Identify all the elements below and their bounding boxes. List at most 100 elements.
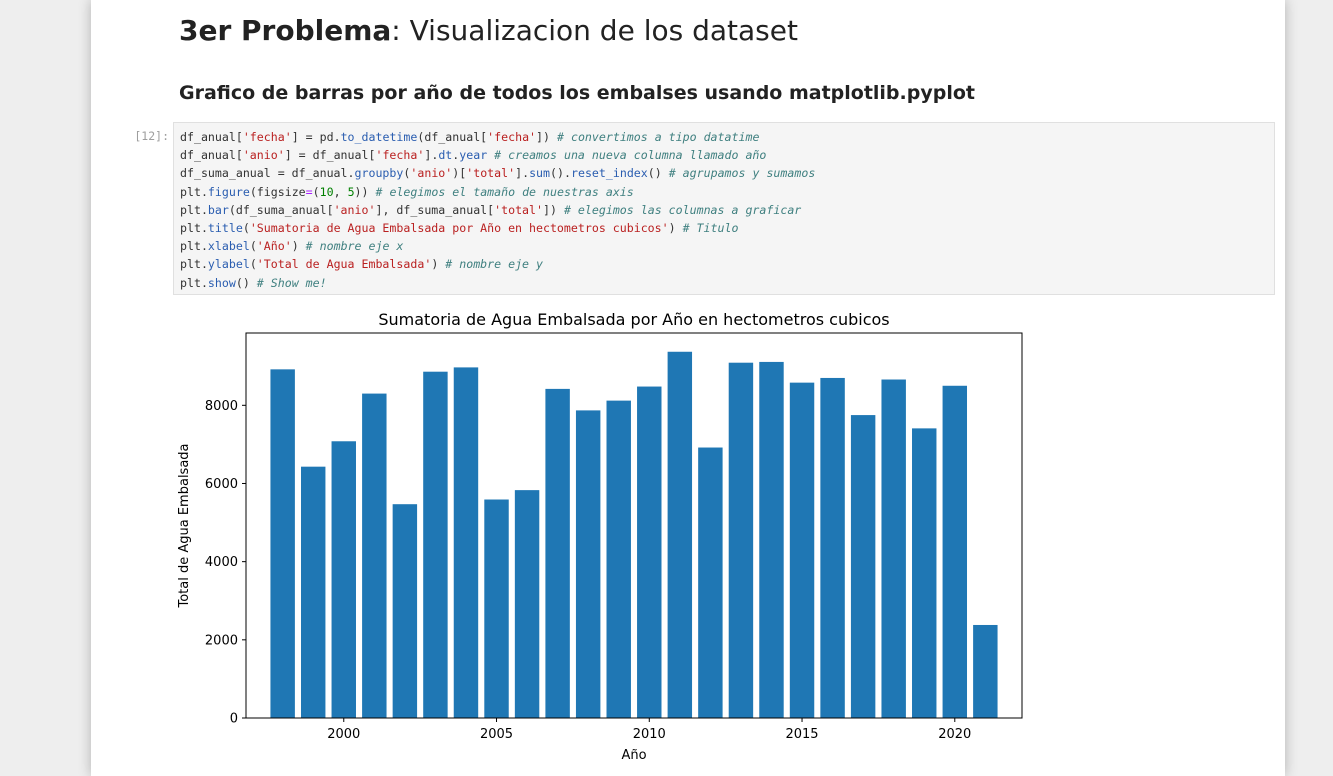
code-token: # convertimos a tipo datatime [557, 130, 760, 144]
bar-2015 [789, 382, 815, 718]
bar-2010 [637, 386, 662, 718]
code-token: () [235, 275, 257, 290]
heading-bold: 3er Problema [179, 14, 392, 47]
bar-2003 [423, 371, 448, 718]
code-token: plt. [180, 184, 208, 199]
code-token: ]) [543, 202, 564, 217]
code-token: show [207, 275, 236, 290]
bar-2000 [331, 441, 356, 718]
code-token: (df_suma_anual[ [228, 202, 334, 217]
code-token: plt. [180, 202, 208, 217]
code-token: ]. [515, 166, 530, 181]
bar-2011 [667, 351, 693, 718]
code-line: plt.show() # Show me! [180, 276, 327, 290]
code-token: figure [207, 184, 250, 199]
code-token: 'fecha' [375, 148, 425, 163]
code-token: 'fecha' [242, 130, 292, 144]
code-token: title [207, 221, 243, 236]
code-token: ) [291, 239, 306, 254]
code-token: df_anual[ [180, 130, 243, 144]
bar-2014 [759, 361, 784, 718]
code-token: 'anio' [333, 202, 376, 217]
code-token: 'total' [466, 166, 516, 181]
code-token: (df_anual[ [417, 130, 488, 144]
code-token: (). [550, 166, 571, 181]
chart-title: Sumatoria de Agua Embalsada por Año en h… [378, 310, 889, 329]
code-token: 'fecha' [487, 130, 537, 144]
bar-2021 [973, 624, 998, 718]
y-tick-label: 2000 [205, 633, 238, 648]
bar-2016 [820, 377, 845, 718]
code-token: dt [438, 148, 453, 163]
bar-2012 [698, 447, 723, 718]
code-token: (figsize [249, 184, 306, 199]
code-token: # Show me! [256, 275, 327, 290]
code-token: 'Sumatoria de Agua Embalsada por Año en … [249, 221, 669, 236]
code-token: ], df_suma_anual[ [375, 202, 495, 217]
y-tick-label: 8000 [205, 399, 238, 414]
cell-prompt: [12]: [134, 129, 169, 143]
bar-2006 [514, 490, 540, 718]
code-token: plt. [180, 257, 208, 272]
bar-2002 [392, 504, 418, 718]
code-line: plt.xlabel('Año') # nombre eje x [180, 239, 403, 253]
x-tick-label: 2015 [785, 727, 818, 742]
code-token: . [452, 148, 460, 163]
x-tick-label: 2010 [633, 727, 666, 742]
x-tick-label: 2020 [938, 727, 971, 742]
code-token: ylabel [207, 257, 250, 272]
code-token: 10 [319, 184, 334, 199]
code-token: reset_index [570, 166, 648, 181]
code-token: xlabel [207, 239, 250, 254]
code-token: year [459, 148, 488, 163]
code-token: () [647, 166, 669, 181]
code-token: # elegimos el tamaño de nuestras axis [375, 184, 634, 199]
code-token: ( [312, 184, 320, 199]
bar-1999 [300, 466, 326, 718]
code-token: ] = pd. [291, 130, 341, 144]
code-token: df_anual[ [180, 148, 243, 163]
y-tick-label: 0 [230, 712, 238, 727]
code-token: sum [529, 166, 551, 181]
code-token: plt. [180, 221, 208, 236]
code-token: ) [668, 221, 683, 236]
x-tick-label: 2005 [480, 727, 513, 742]
code-token: # Titulo [682, 221, 739, 236]
y-tick-label: 6000 [205, 477, 238, 492]
code-editor[interactable]: df_anual['fecha'] = pd.to_datetime(df_an… [180, 128, 1268, 292]
code-line: df_anual['fecha'] = pd.to_datetime(df_an… [180, 130, 759, 144]
code-token: ]) [536, 130, 557, 144]
bar-2004 [453, 367, 479, 718]
code-token: = [305, 184, 313, 199]
bar-2001 [362, 393, 387, 718]
code-line: plt.title('Sumatoria de Agua Embalsada p… [180, 221, 738, 235]
code-token: 'anio' [242, 148, 285, 163]
code-token: 'Total de Agua Embalsada' [256, 257, 432, 272]
bar-2018 [881, 379, 906, 718]
code-token: 5 [347, 184, 355, 199]
bar-2008 [575, 410, 601, 718]
code-cell[interactable]: df_anual['fecha'] = pd.to_datetime(df_an… [173, 122, 1275, 295]
code-token: ( [249, 257, 257, 272]
code-token: plt. [180, 275, 208, 290]
bar-2005 [484, 499, 509, 718]
code-token: to_datetime [340, 130, 418, 144]
code-token: ( [403, 166, 411, 181]
code-token: ) [431, 257, 446, 272]
code-token: ] = df_anual[ [284, 148, 376, 163]
code-token: ( [242, 221, 250, 236]
bar-2013 [728, 362, 754, 718]
code-token: ( [249, 239, 257, 254]
code-token: 'anio' [410, 166, 453, 181]
bar-2007 [545, 388, 570, 718]
code-token: plt. [180, 239, 208, 254]
y-axis-label: Total de Agua Embalsada [177, 443, 192, 608]
code-token: # agrupamos y sumamos [668, 166, 816, 181]
code-token: # nombre eje y [445, 257, 544, 272]
section-heading: 3er Problema: Visualizacion de los datas… [179, 14, 798, 47]
bar-2009 [606, 400, 631, 718]
code-token: 'total' [494, 202, 544, 217]
code-token: , [333, 184, 348, 199]
plot-frame [245, 332, 1023, 719]
subsection-heading: Grafico de barras por año de todos los e… [179, 82, 975, 104]
